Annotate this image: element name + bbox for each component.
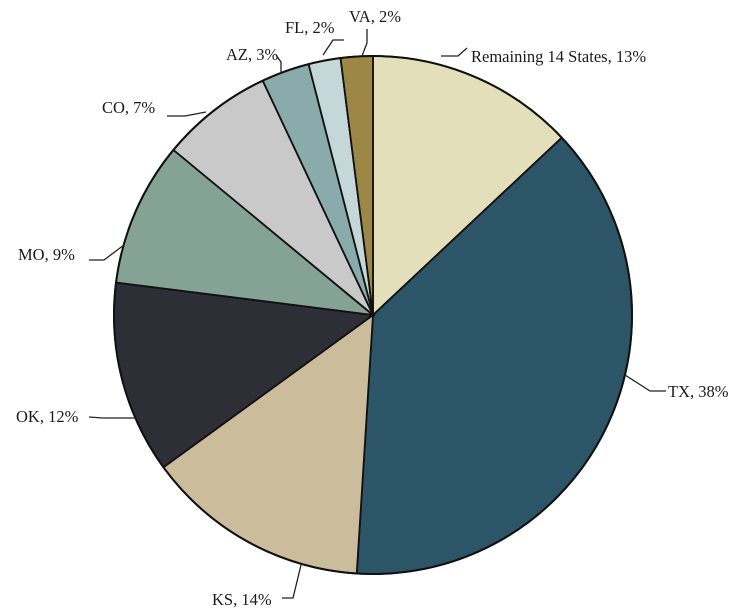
pie-outline <box>113 55 633 575</box>
slice-label-fl: FL, 2% <box>285 18 335 37</box>
slice-label-az: AZ, 3% <box>226 45 278 64</box>
slice-labels: Remaining 14 States, 13% TX, 38% KS, 14% OK… <box>16 7 729 608</box>
slice-label-tx: TX, 38% <box>668 382 729 401</box>
leader-lines <box>88 29 666 599</box>
leader-line-az <box>275 54 282 74</box>
leader-line-co <box>167 111 207 117</box>
leader-line-tx <box>624 374 666 392</box>
slice-label-co: CO, 7% <box>102 98 155 117</box>
slice-label-ok: OK, 12% <box>16 407 79 426</box>
leader-line-mo <box>89 244 125 261</box>
leader-line-va <box>361 29 368 57</box>
slice-label-ks: KS, 14% <box>212 590 272 608</box>
pie-slices <box>113 55 633 575</box>
slice-label-remaining-14-states: Remaining 14 States, 13% <box>471 47 646 66</box>
slice-label-mo: MO, 9% <box>18 245 75 264</box>
slice-label-va: VA, 2% <box>349 7 401 26</box>
leader-line-fl <box>322 39 344 56</box>
leader-line-ok <box>88 416 136 419</box>
leader-line-ks <box>282 564 302 599</box>
leader-line-remaining-14-states <box>441 47 468 57</box>
